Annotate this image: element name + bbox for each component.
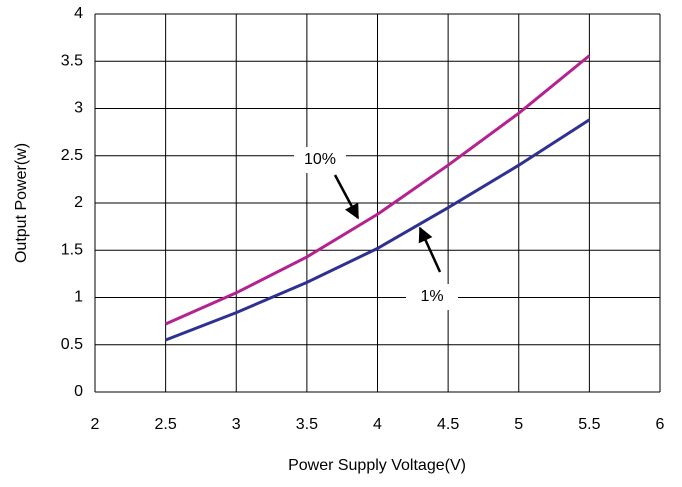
x-tick-label: 5	[514, 416, 523, 433]
label-box	[294, 147, 346, 173]
x-tick-label: 3	[232, 416, 241, 433]
x-tick-label: 3.5	[296, 416, 318, 433]
x-tick-label: 6	[656, 416, 665, 433]
label-box	[406, 284, 458, 310]
y-tick-label: 0.5	[61, 336, 83, 353]
y-tick-label: 2.5	[61, 147, 83, 164]
y-tick-label: 3	[74, 100, 83, 117]
x-tick-label: 4	[373, 416, 382, 433]
x-tick-label: 2	[91, 416, 100, 433]
arrow	[418, 226, 442, 273]
y-tick-label: 2	[74, 194, 83, 211]
series-line	[165, 118, 591, 342]
y-axis-label: Output Power(w)	[13, 143, 30, 263]
arrow	[333, 174, 360, 220]
x-axis-label: Power Supply Voltage(V)	[288, 457, 466, 474]
y-tick-label: 1.5	[61, 241, 83, 258]
y-tick-label: 1	[74, 289, 83, 306]
x-tick-label: 2.5	[155, 416, 177, 433]
y-tick-label: 0	[74, 383, 83, 400]
series-line	[164, 54, 591, 326]
series-label: 10%	[304, 151, 336, 168]
y-tick-label: 4	[74, 5, 83, 22]
x-tick-label: 4.5	[437, 416, 459, 433]
y-tick-label: 3.5	[61, 52, 83, 69]
x-tick-label: 5.5	[578, 416, 600, 433]
series-label: 1%	[420, 288, 443, 305]
